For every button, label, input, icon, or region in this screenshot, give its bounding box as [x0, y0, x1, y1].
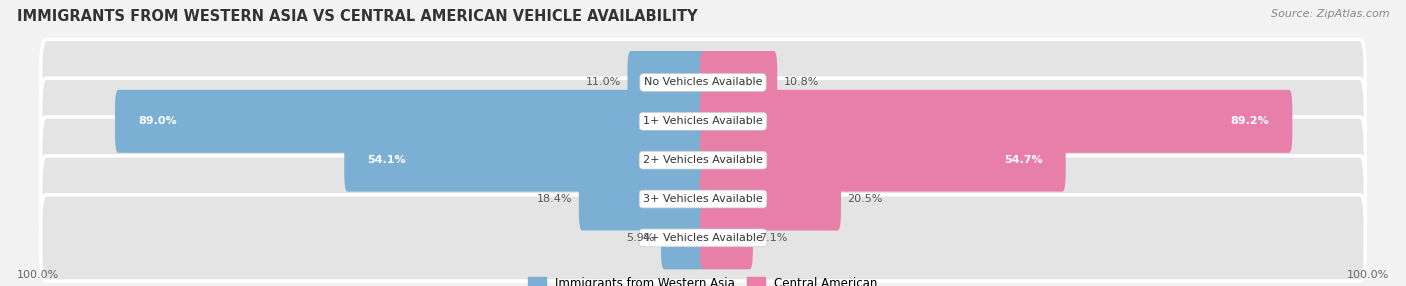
Text: 4+ Vehicles Available: 4+ Vehicles Available: [643, 233, 763, 243]
Text: Source: ZipAtlas.com: Source: ZipAtlas.com: [1271, 9, 1389, 19]
FancyBboxPatch shape: [700, 51, 778, 114]
FancyBboxPatch shape: [627, 51, 706, 114]
Legend: Immigrants from Western Asia, Central American: Immigrants from Western Asia, Central Am…: [523, 272, 883, 286]
Text: 100.0%: 100.0%: [1347, 270, 1389, 279]
FancyBboxPatch shape: [700, 206, 754, 269]
FancyBboxPatch shape: [344, 129, 706, 192]
Text: 5.9%: 5.9%: [626, 233, 654, 243]
FancyBboxPatch shape: [41, 78, 1365, 164]
Text: No Vehicles Available: No Vehicles Available: [644, 78, 762, 88]
Text: 11.0%: 11.0%: [586, 78, 621, 88]
FancyBboxPatch shape: [700, 129, 1066, 192]
Text: 2+ Vehicles Available: 2+ Vehicles Available: [643, 155, 763, 165]
FancyBboxPatch shape: [700, 168, 841, 231]
FancyBboxPatch shape: [579, 168, 706, 231]
Text: 54.1%: 54.1%: [367, 155, 406, 165]
FancyBboxPatch shape: [41, 39, 1365, 126]
FancyBboxPatch shape: [41, 195, 1365, 281]
Text: 10.8%: 10.8%: [783, 78, 820, 88]
FancyBboxPatch shape: [41, 117, 1365, 203]
Text: 7.1%: 7.1%: [759, 233, 787, 243]
Text: 89.2%: 89.2%: [1230, 116, 1270, 126]
Text: 3+ Vehicles Available: 3+ Vehicles Available: [643, 194, 763, 204]
Text: 100.0%: 100.0%: [17, 270, 59, 279]
FancyBboxPatch shape: [41, 156, 1365, 242]
Text: 20.5%: 20.5%: [848, 194, 883, 204]
FancyBboxPatch shape: [115, 90, 706, 153]
FancyBboxPatch shape: [661, 206, 706, 269]
Text: 18.4%: 18.4%: [537, 194, 572, 204]
FancyBboxPatch shape: [700, 90, 1292, 153]
Text: 1+ Vehicles Available: 1+ Vehicles Available: [643, 116, 763, 126]
Text: IMMIGRANTS FROM WESTERN ASIA VS CENTRAL AMERICAN VEHICLE AVAILABILITY: IMMIGRANTS FROM WESTERN ASIA VS CENTRAL …: [17, 9, 697, 23]
Text: 54.7%: 54.7%: [1004, 155, 1043, 165]
Text: 89.0%: 89.0%: [138, 116, 177, 126]
